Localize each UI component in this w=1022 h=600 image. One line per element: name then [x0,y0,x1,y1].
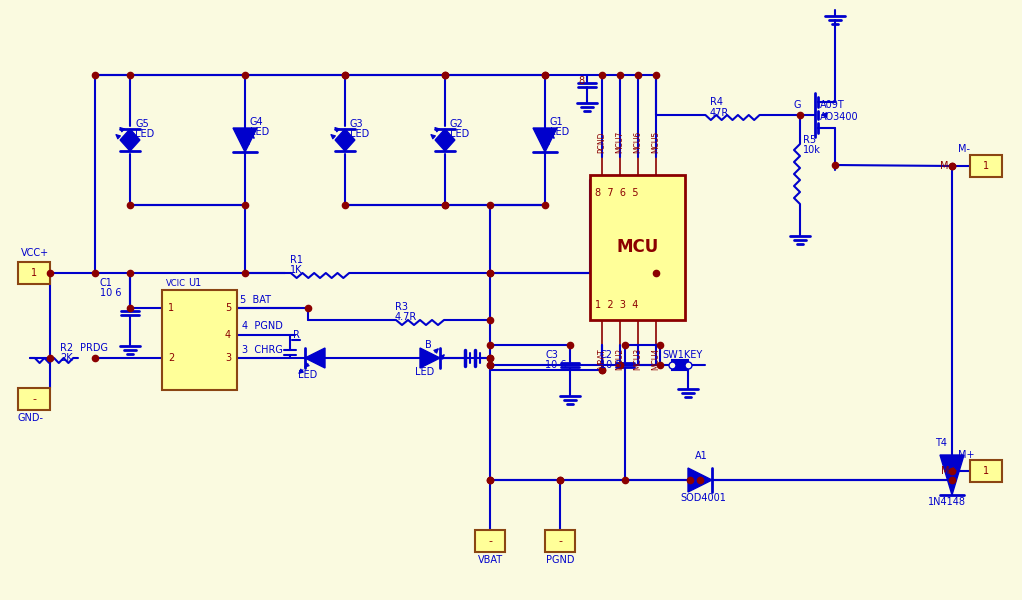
Polygon shape [940,455,964,495]
Text: LED: LED [350,129,369,139]
Text: 4  PGND: 4 PGND [242,321,283,331]
Text: 10 6: 10 6 [545,360,566,370]
Text: LED: LED [415,367,434,377]
Bar [162,290,237,390]
Text: M-: M- [940,161,953,171]
Text: 1: 1 [983,466,989,476]
Text: 8  7  6  5: 8 7 6 5 [595,188,639,198]
Text: SOD4001: SOD4001 [680,493,726,503]
Text: G5: G5 [135,119,149,129]
Text: -: - [487,536,492,546]
Polygon shape [121,129,140,140]
Polygon shape [435,140,455,151]
Text: C3: C3 [545,350,558,360]
Text: B: B [425,340,431,350]
Polygon shape [435,129,455,140]
Text: A09T: A09T [820,100,845,110]
Text: VCC+: VCC+ [20,248,49,258]
Text: 4.7R: 4.7R [394,312,417,322]
Text: VCIC: VCIC [166,278,186,287]
Text: MCU: MCU [616,238,658,257]
Text: PGND: PGND [546,555,574,565]
Text: 2K: 2K [60,353,73,363]
Text: 47R: 47R [710,108,730,118]
Bar [590,175,685,320]
Text: R3: R3 [394,302,408,312]
Text: R: R [292,330,299,340]
Bar [672,360,688,370]
Polygon shape [121,140,140,151]
Text: -: - [558,536,562,546]
Bar [545,530,575,552]
Text: G3: G3 [350,119,364,129]
Text: GND-: GND- [18,413,44,423]
Polygon shape [688,468,712,492]
Polygon shape [233,128,257,152]
Bar [970,155,1002,177]
Text: LED: LED [550,127,569,137]
Text: 1: 1 [983,161,989,171]
Text: 5: 5 [225,303,231,313]
Text: 10k: 10k [803,145,821,155]
Text: MCU2: MCU2 [615,348,624,370]
Text: 1N4148: 1N4148 [928,497,966,507]
Bar [18,388,50,410]
Text: M-: M- [958,144,970,154]
Text: G1: G1 [550,117,563,127]
Text: MCU4: MCU4 [651,348,660,370]
Text: R2: R2 [60,343,74,353]
Text: -: - [32,394,36,404]
Text: 4: 4 [225,330,231,340]
Text: M+: M+ [958,450,975,460]
Text: R4: R4 [710,97,723,107]
Text: LED: LED [450,129,469,139]
Text: 5  BAT: 5 BAT [240,295,271,305]
Text: 10 6: 10 6 [100,288,122,298]
Text: R1: R1 [290,255,303,265]
Text: 1: 1 [31,268,37,278]
Text: 2: 2 [168,353,174,363]
Polygon shape [533,128,557,152]
Polygon shape [420,348,440,368]
Text: T4: T4 [935,438,947,448]
Text: MCU6: MCU6 [634,131,643,153]
Text: 1  2  3  4: 1 2 3 4 [595,300,639,310]
Text: G4: G4 [250,117,264,127]
Text: 1: 1 [168,303,174,313]
Bar [970,460,1002,482]
Text: VBAT: VBAT [477,555,503,565]
Text: G: G [793,100,800,110]
Text: C1: C1 [100,278,112,288]
Text: 1K: 1K [290,265,303,275]
Text: LED: LED [135,129,154,139]
Bar [475,530,505,552]
Text: 3: 3 [225,353,231,363]
Text: G2: G2 [450,119,464,129]
Text: MCU7: MCU7 [615,131,624,153]
Text: PRDG: PRDG [80,343,108,353]
Text: SW1KEY: SW1KEY [662,350,702,360]
Text: PCND: PCND [598,131,606,153]
Text: M+: M+ [941,466,958,476]
Polygon shape [305,348,325,368]
Polygon shape [335,129,355,140]
Text: VBAT: VBAT [598,348,606,368]
Text: C2: C2 [600,350,613,360]
Text: 8: 8 [578,76,585,86]
Text: LED: LED [298,370,318,380]
Text: A1: A1 [695,451,708,461]
Text: 3  CHRG: 3 CHRG [242,345,283,355]
Text: R5: R5 [803,135,817,145]
Text: 10 5: 10 5 [600,360,621,370]
Bar [18,262,50,284]
Polygon shape [335,140,355,151]
Text: MCU3: MCU3 [634,348,643,370]
Text: MCU5: MCU5 [651,131,660,153]
Text: LED: LED [250,127,269,137]
Text: U1: U1 [188,278,201,288]
Text: AO3400: AO3400 [820,112,858,122]
